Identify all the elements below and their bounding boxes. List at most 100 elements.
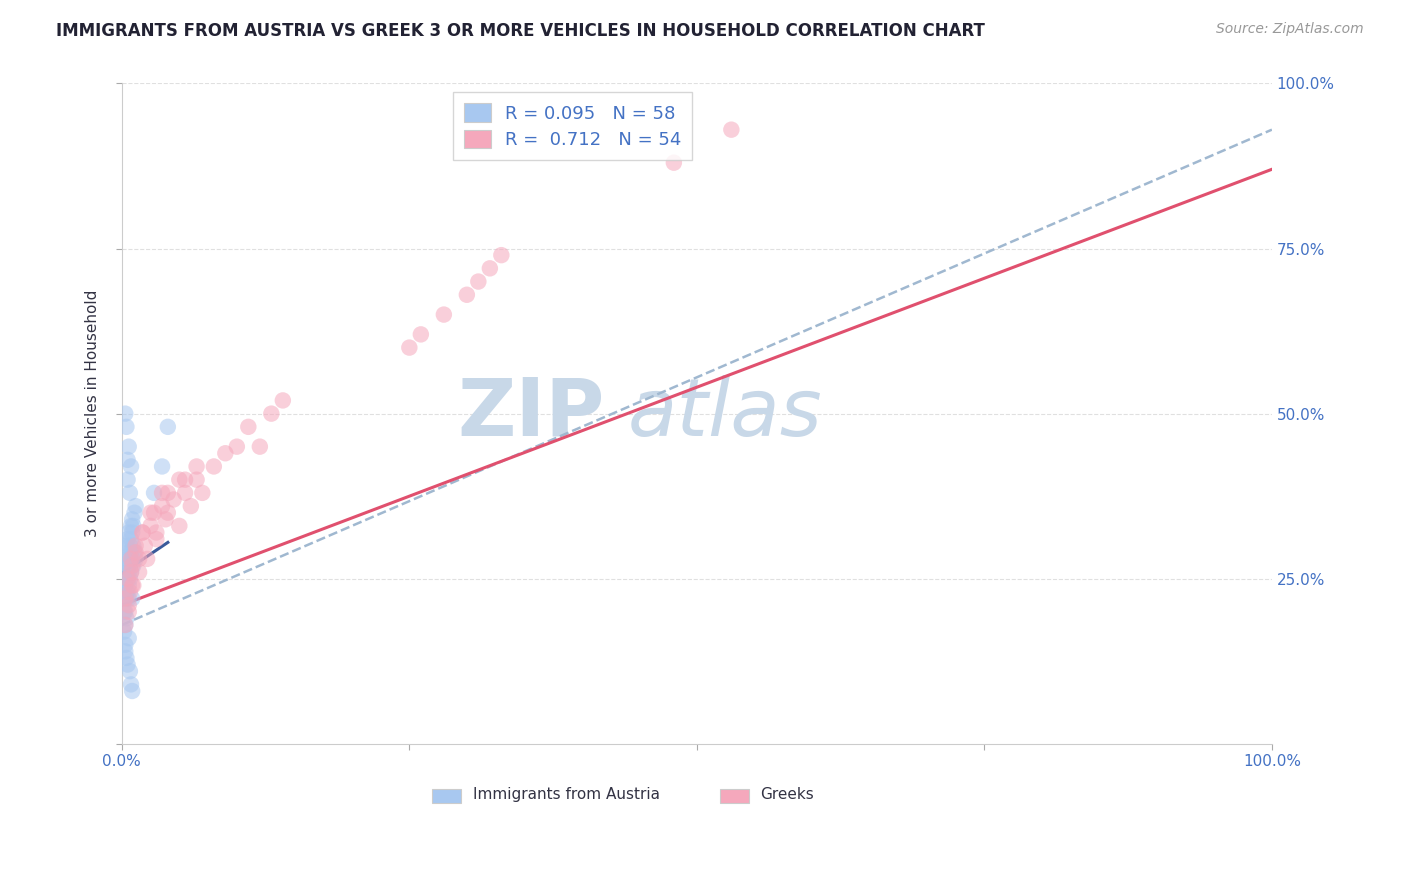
Point [174, 473, 197, 487]
Point [238, 420, 260, 434]
Text: IMMIGRANTS FROM AUSTRIA VS GREEK 3 OR MORE VEHICLES IN HOUSEHOLD CORRELATION CHA: IMMIGRANTS FROM AUSTRIA VS GREEK 3 OR MO… [56, 22, 986, 40]
Point [112, 605, 135, 619]
Point [131, 525, 153, 540]
Point [121, 552, 143, 566]
Point [478, 261, 501, 276]
Point [112, 624, 135, 639]
Point [120, 532, 142, 546]
Point [124, 545, 146, 559]
Point [121, 591, 143, 606]
Point [118, 525, 141, 540]
Point [115, 539, 138, 553]
Text: atlas: atlas [628, 375, 823, 452]
Point [225, 440, 247, 454]
Text: Source: ZipAtlas.com: Source: ZipAtlas.com [1216, 22, 1364, 37]
Point [214, 446, 236, 460]
Point [122, 539, 145, 553]
Point [156, 486, 179, 500]
Point [118, 539, 141, 553]
Text: Greeks: Greeks [761, 787, 814, 802]
Point [115, 565, 138, 579]
Point [398, 341, 420, 355]
Point [114, 578, 136, 592]
Point [121, 512, 143, 526]
Text: ZIP: ZIP [457, 375, 605, 452]
Point [456, 287, 478, 301]
Point [120, 519, 142, 533]
Point [145, 532, 167, 546]
Point [122, 558, 145, 573]
Point [118, 591, 141, 606]
Point [186, 473, 208, 487]
Point [118, 572, 141, 586]
Point [143, 506, 166, 520]
Point [156, 420, 179, 434]
Point [124, 499, 146, 513]
Point [169, 473, 191, 487]
Point [249, 440, 271, 454]
Bar [720, 789, 748, 804]
Point [128, 552, 150, 566]
Point [124, 506, 146, 520]
Point [662, 155, 685, 169]
Point [117, 657, 139, 672]
Point [202, 459, 225, 474]
Point [180, 499, 202, 513]
Point [150, 459, 173, 474]
Point [118, 558, 141, 573]
Point [120, 545, 142, 559]
Point [120, 552, 142, 566]
Point [491, 248, 513, 262]
Point [117, 473, 139, 487]
Point [115, 420, 138, 434]
Point [162, 492, 184, 507]
Point [433, 308, 456, 322]
Y-axis label: 3 or more Vehicles in Household: 3 or more Vehicles in Household [86, 290, 100, 537]
Point [128, 565, 150, 579]
Point [136, 552, 159, 566]
Point [117, 572, 139, 586]
Point [117, 585, 139, 599]
Point [115, 591, 138, 606]
Point [120, 565, 142, 579]
Point [118, 552, 141, 566]
Point [260, 407, 283, 421]
Point [122, 519, 145, 533]
Point [115, 651, 138, 665]
Point [409, 327, 432, 342]
Point [186, 459, 208, 474]
Point [117, 453, 139, 467]
Point [120, 459, 142, 474]
Point [191, 486, 214, 500]
Point [131, 525, 153, 540]
Point [121, 558, 143, 573]
Point [120, 677, 142, 691]
Point [139, 519, 162, 533]
Point [114, 591, 136, 606]
Point [271, 393, 294, 408]
Point [114, 638, 136, 652]
Point [118, 605, 141, 619]
Point [174, 486, 197, 500]
Point [139, 506, 162, 520]
Point [120, 565, 142, 579]
Point [114, 618, 136, 632]
Point [118, 598, 141, 612]
Point [124, 552, 146, 566]
Point [121, 525, 143, 540]
Point [122, 578, 145, 592]
Point [114, 618, 136, 632]
Point [134, 539, 156, 553]
Point [117, 552, 139, 566]
Point [118, 585, 141, 599]
Point [118, 631, 141, 645]
Point [118, 545, 141, 559]
Point [117, 572, 139, 586]
Legend: R = 0.095   N = 58, R =  0.712   N = 54: R = 0.095 N = 58, R = 0.712 N = 54 [453, 93, 692, 160]
Point [114, 605, 136, 619]
Point [114, 591, 136, 606]
Point [124, 545, 146, 559]
Point [156, 506, 179, 520]
Point [121, 578, 143, 592]
Point [467, 275, 489, 289]
